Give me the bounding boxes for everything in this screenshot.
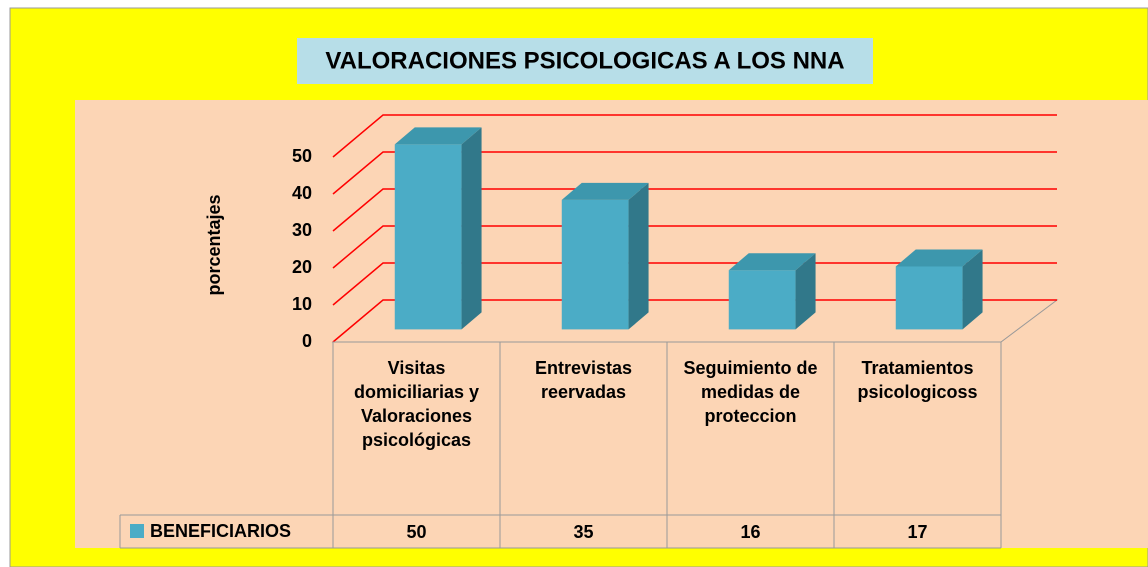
grid-line	[332, 262, 1057, 306]
y-axis-label: porcentajes	[204, 194, 224, 295]
grid-line	[332, 299, 1057, 343]
grid-line	[332, 225, 1057, 269]
legend-key	[130, 524, 144, 538]
y-tick-label: 50	[292, 146, 312, 166]
category-label: Seguimiento de medidas de proteccion	[683, 358, 818, 426]
bar	[728, 270, 796, 330]
bar	[895, 266, 963, 330]
category-label: Visitas domiciliarias y Valoraciones psi…	[353, 358, 480, 450]
y-tick-label: 30	[292, 220, 312, 240]
bar-side	[962, 249, 983, 330]
bar	[561, 199, 629, 330]
y-tick-label: 40	[292, 183, 312, 203]
y-tick-label: 20	[292, 257, 312, 277]
legend-label: BENEFICIARIOS	[150, 521, 291, 541]
table-value: 50	[406, 522, 426, 542]
y-tick-label: 0	[302, 331, 312, 351]
category-label: Entrevistas reervadas	[534, 358, 633, 402]
bar-top	[895, 249, 983, 267]
bar-top	[728, 253, 816, 271]
bar-side	[628, 182, 649, 330]
chart-title: VALORACIONES PSICOLOGICAS A LOS NNA	[325, 47, 844, 74]
title-box	[297, 38, 873, 84]
table-value: 17	[907, 522, 927, 542]
grid-line	[332, 188, 1057, 232]
category-label: Tratamientos psicologicoss	[857, 358, 978, 402]
grid-line	[332, 114, 1057, 158]
bar-top	[394, 127, 482, 145]
y-tick-label: 10	[292, 294, 312, 314]
bar-side	[461, 127, 482, 330]
bar	[394, 144, 462, 330]
table-value: 35	[573, 522, 593, 542]
table-value: 16	[740, 522, 760, 542]
bar-top	[561, 182, 649, 200]
bar-side	[795, 253, 816, 330]
grid-line	[332, 151, 1057, 195]
